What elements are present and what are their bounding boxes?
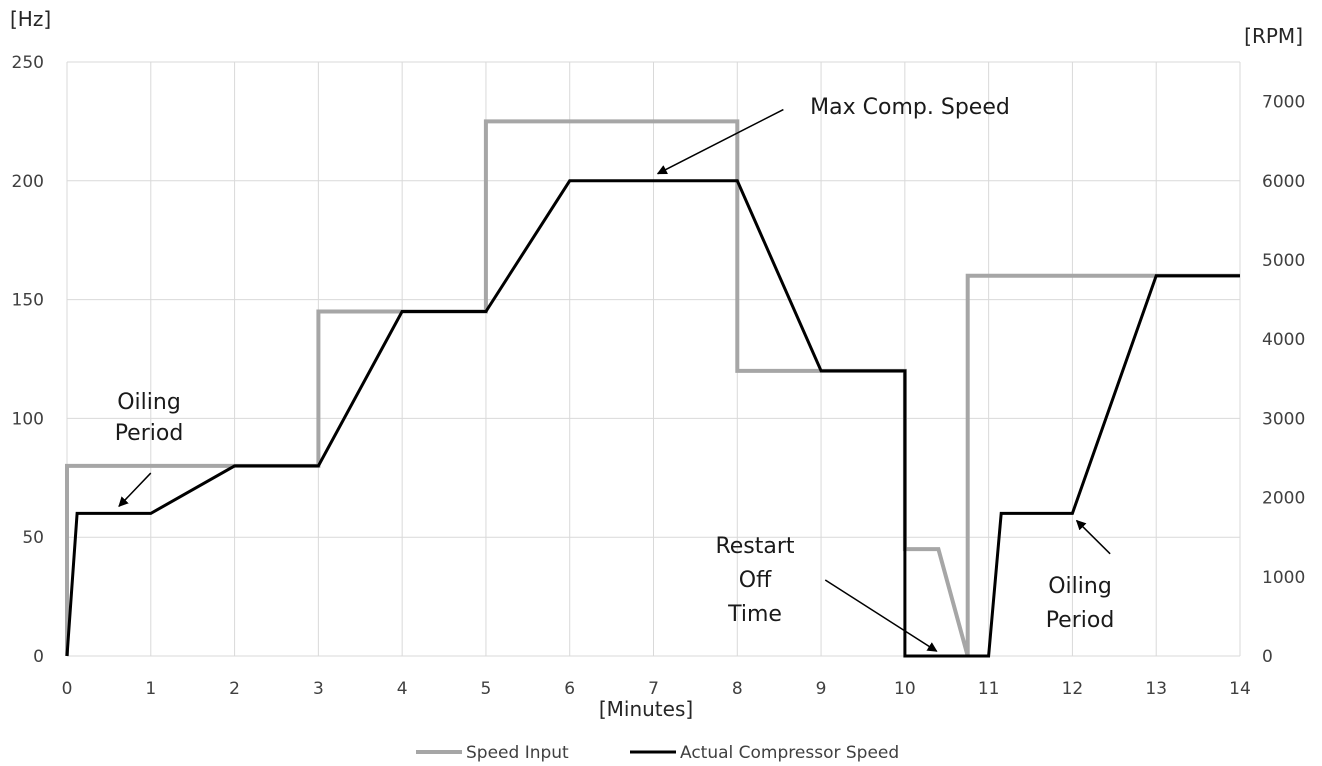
annotation: Oiling Period — [115, 390, 184, 508]
y2-tick-label: 2000 — [1262, 489, 1305, 509]
x-tick-label: 9 — [816, 679, 827, 699]
y2-tick-label: 1000 — [1262, 568, 1305, 588]
annotation-text: Period — [115, 421, 184, 446]
annotation-arrow — [656, 108, 784, 175]
x-axis-ticks: 0 1 2 3 4 5 6 7 8 9 10 11 12 13 14 — [62, 679, 1251, 699]
y-axis-left-title: [Hz] — [10, 7, 51, 31]
legend-label-speed-input: Speed Input — [466, 743, 569, 763]
legend: Speed Input Actual Compressor Speed — [416, 743, 899, 763]
annotation-text: Max Comp. Speed — [810, 95, 1010, 120]
annotation: Restart Off Time — [715, 534, 938, 652]
y-axis-left-ticks: 0 50 100 150 200 250 — [12, 53, 44, 667]
x-tick-label: 3 — [313, 679, 324, 699]
x-tick-label: 5 — [481, 679, 492, 699]
y-tick-label: 0 — [33, 647, 44, 667]
x-tick-label: 13 — [1145, 679, 1167, 699]
x-tick-label: 11 — [978, 679, 1000, 699]
annotations: Oiling Period Max Comp. Speed Restart Off Tim… — [115, 95, 1115, 652]
annotation-text: Off — [739, 568, 772, 593]
y-axis-right-ticks: 0 1000 2000 3000 4000 5000 6000 7000 — [1262, 93, 1305, 667]
x-axis-title: [Minutes] — [599, 697, 693, 721]
x-tick-label: 7 — [648, 679, 659, 699]
legend-label-actual-compressor-speed: Actual Compressor Speed — [680, 743, 899, 763]
x-tick-label: 12 — [1062, 679, 1084, 699]
gridlines — [66, 61, 1241, 657]
annotation-text: Oiling — [1048, 574, 1112, 599]
annotation-text: Time — [727, 602, 782, 627]
y2-tick-label: 3000 — [1262, 409, 1305, 429]
y-tick-label: 150 — [12, 291, 44, 311]
x-tick-label: 2 — [229, 679, 240, 699]
y-axis-right-title: [RPM] — [1244, 24, 1303, 48]
x-tick-label: 0 — [62, 679, 73, 699]
x-tick-label: 8 — [732, 679, 743, 699]
annotation-arrow — [824, 579, 938, 652]
annotation-text: Oiling — [117, 390, 181, 415]
annotation-arrow — [118, 472, 152, 508]
y-tick-label: 200 — [12, 172, 44, 192]
y2-tick-label: 6000 — [1262, 172, 1305, 192]
x-tick-label: 14 — [1229, 679, 1251, 699]
series-layer — [65, 119, 1240, 658]
annotation-text: Restart — [715, 534, 794, 559]
y2-tick-label: 7000 — [1262, 93, 1305, 113]
y2-tick-label: 0 — [1262, 647, 1273, 667]
y-tick-label: 250 — [12, 53, 44, 73]
annotation-arrow — [1075, 519, 1111, 555]
annotation: Oiling Period — [1046, 519, 1115, 633]
annotation: Max Comp. Speed — [656, 95, 1010, 175]
series-line-speed-input — [65, 119, 1240, 657]
x-tick-label: 4 — [397, 679, 408, 699]
x-tick-label: 1 — [145, 679, 156, 699]
y-tick-label: 50 — [22, 528, 44, 548]
x-tick-label: 10 — [894, 679, 916, 699]
x-tick-label: 6 — [564, 679, 575, 699]
series-line-actual-compressor-speed — [65, 179, 1240, 658]
y-tick-label: 100 — [12, 409, 44, 429]
y2-tick-label: 5000 — [1262, 251, 1305, 271]
y2-tick-label: 4000 — [1262, 330, 1305, 350]
annotation-text: Period — [1046, 608, 1115, 633]
